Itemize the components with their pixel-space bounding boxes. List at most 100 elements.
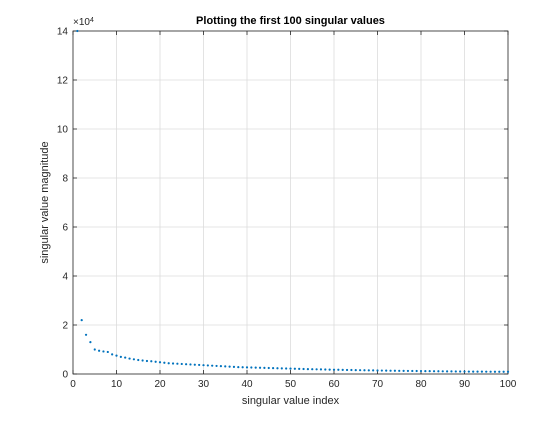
data-point [467,370,470,373]
data-point [258,366,262,369]
data-point [106,350,109,354]
data-point [202,364,205,367]
data-point [102,350,105,353]
x-tick-label: 10 [111,379,123,390]
data-point [254,366,257,369]
data-point [241,366,244,369]
data-point [145,359,149,363]
data-point [489,370,492,373]
data-point [376,369,379,372]
data-point [198,363,201,367]
x-tick-label: 70 [372,379,384,390]
data-point [459,370,462,373]
data-point [319,368,323,371]
x-tick-label: 50 [285,379,297,390]
data-point [389,369,392,372]
data-point [111,353,114,356]
data-point [506,370,510,373]
data-point [463,370,466,373]
data-point [454,370,457,373]
grid [72,30,509,375]
y-axis-exponent: ×104 [73,17,94,29]
data-point [476,370,479,373]
data-point [398,369,401,372]
data-point [437,370,440,373]
data-point [193,363,196,366]
data-point [298,367,301,370]
data-points [76,29,510,373]
x-tick-label: 90 [459,379,471,390]
data-point [167,362,170,365]
data-point [419,369,423,373]
data-point [80,319,83,322]
data-point [393,369,396,372]
y-axis-label: singular value magnitude [39,141,51,263]
data-point [354,369,357,372]
data-point [372,369,375,372]
data-point [415,369,418,373]
x-tick-label: 30 [198,379,210,390]
x-tick-label: 40 [241,379,253,390]
data-point [115,354,118,357]
data-point [472,370,475,373]
data-point [363,369,366,372]
data-point [154,360,157,363]
x-tick-label: 60 [328,379,340,390]
data-point [128,357,131,360]
data-point [328,368,331,371]
data-point [211,364,214,367]
data-point [171,362,175,365]
data-point [380,369,383,372]
data-point [424,370,427,373]
y-tick-label: 14 [57,27,69,38]
data-point [219,365,222,368]
data-point [98,349,101,352]
data-point [176,362,179,365]
y-tick-label: 10 [57,125,69,136]
data-point [480,370,483,373]
data-point [441,370,444,373]
data-point [315,368,318,371]
data-point [502,370,505,373]
data-point [267,366,270,370]
data-point [84,333,88,336]
data-point [141,359,144,362]
data-point [345,368,349,372]
y-tick-label: 8 [62,174,68,185]
x-tick-label: 0 [70,379,76,390]
data-point [285,367,288,370]
data-point [250,366,253,369]
x-tick-label: 100 [500,379,517,390]
data-point [215,364,218,368]
data-point [228,365,231,368]
data-point [150,360,153,363]
data-point [245,366,249,369]
data-point [132,358,135,361]
data-point [450,370,453,373]
data-point [263,366,266,369]
data-point [280,367,283,370]
y-tick-label: 6 [62,223,68,234]
data-point [293,367,296,370]
x-tick-label: 80 [415,379,427,390]
data-point [206,364,209,367]
y-tick-label: 0 [62,370,68,381]
data-point [302,367,305,371]
chart-title: Plotting the first 100 singular values [196,15,385,27]
data-point [185,363,188,366]
data-point [232,365,236,368]
data-point [76,29,79,33]
data-point [124,356,127,359]
data-point [337,368,340,371]
data-point [163,361,166,364]
data-point [272,367,275,370]
data-point [306,368,309,371]
data-point [89,341,92,344]
data-point [311,368,314,371]
data-point [158,361,162,364]
data-point [276,367,279,370]
y-tick-label: 12 [57,76,69,87]
data-point [237,366,240,369]
